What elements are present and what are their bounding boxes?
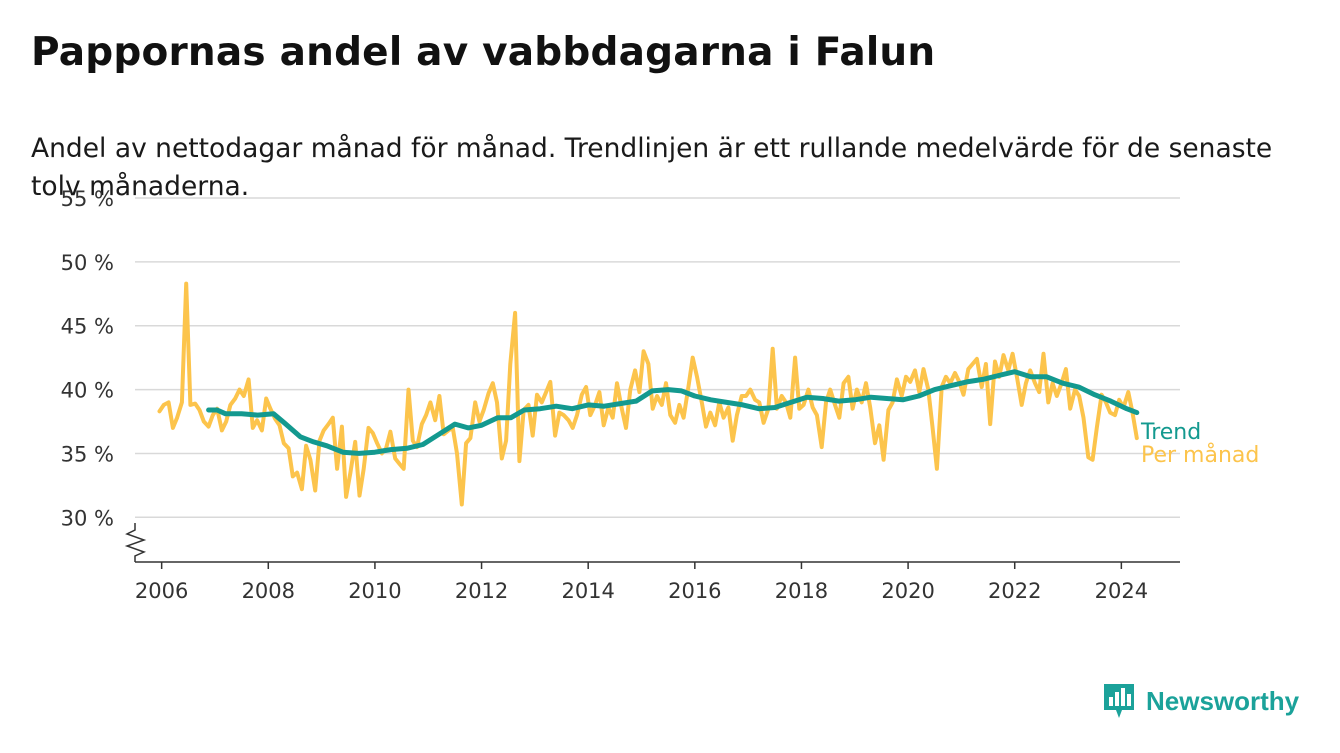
y-tick-label: 45 % <box>61 315 114 339</box>
y-tick-label: 55 % <box>61 187 114 211</box>
bar-chart-logo-icon <box>1104 684 1134 718</box>
y-tick-label: 40 % <box>61 379 114 403</box>
brand-logo[interactable]: Newsworthy <box>1102 682 1299 720</box>
brand-name: Newsworthy <box>1146 685 1300 716</box>
x-tick-label: 2010 <box>348 579 401 603</box>
x-tick-label: 2008 <box>242 579 295 603</box>
x-tick-label: 2006 <box>135 579 188 603</box>
axis-break-icon <box>124 523 147 562</box>
x-tick-label: 2012 <box>455 579 508 603</box>
x-tick-label: 2022 <box>988 579 1041 603</box>
chart-subtitle: Andel av nettodagar månad för månad. Tre… <box>31 133 1273 202</box>
y-tick-label: 30 % <box>61 506 114 530</box>
x-axis: 2006 2008 2010 2012 2014 2016 2018 2020 2022 2024 <box>124 523 1180 603</box>
y-tick-label: 50 % <box>61 251 114 275</box>
series-label-trend: Trend <box>1140 420 1201 445</box>
series-line-per-m-nad <box>157 281 1139 507</box>
series-line-trend <box>206 369 1140 456</box>
x-tick-label: 2018 <box>775 579 828 603</box>
x-tick-label: 2020 <box>881 579 934 603</box>
series-label-per-m-nad: Per månad <box>1141 442 1259 468</box>
y-tick-label: 35 % <box>61 442 114 466</box>
series-lines <box>157 281 1140 507</box>
page-title: Pappornas andel av vabbdagarna i Falun <box>31 30 936 75</box>
x-tick-label: 2024 <box>1095 579 1148 603</box>
x-tick-label: 2016 <box>668 579 721 603</box>
y-axis-ticks: 30 % 35 % 40 % 45 % 50 % 55 % <box>61 187 114 530</box>
x-tick-label: 2014 <box>561 579 614 603</box>
